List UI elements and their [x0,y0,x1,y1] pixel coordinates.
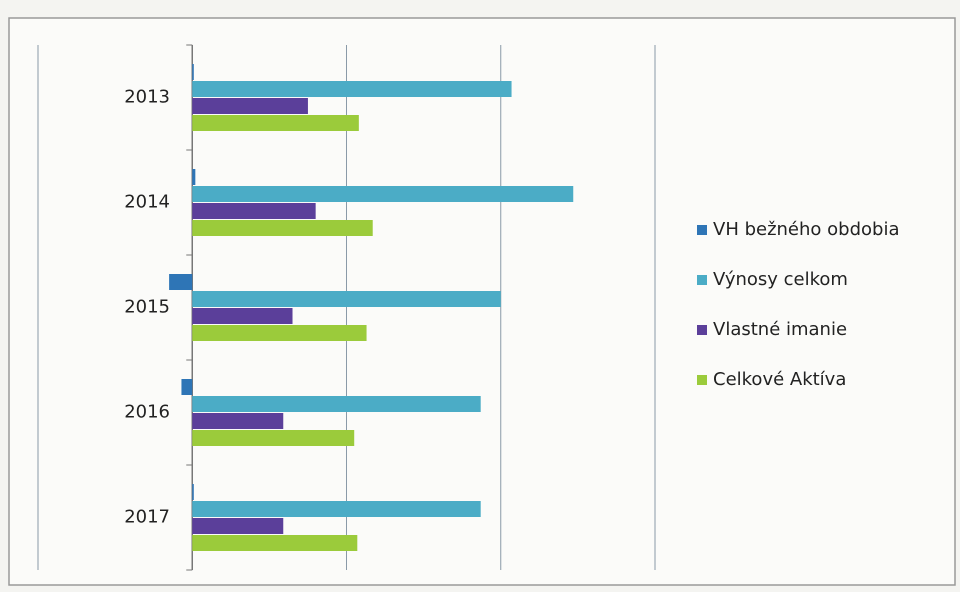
legend-swatch [697,325,707,335]
legend-swatch [697,275,707,285]
bar [181,379,193,395]
bar [192,81,512,97]
bar [192,518,284,534]
bar [192,430,355,446]
y-tick-label: 2017 [124,507,170,528]
bar [192,325,367,341]
bar [192,203,316,219]
legend-swatch [697,225,707,235]
y-tick-label: 2014 [124,192,170,213]
bar [192,501,481,517]
y-tick-label: 2016 [124,402,170,423]
legend-swatch [697,375,707,385]
legend-label: VH bežného obdobia [713,219,899,240]
legend-label: Celkové Aktíva [713,369,846,390]
bar [192,220,373,236]
bar [192,308,293,324]
bar [192,64,194,80]
bar [192,115,359,131]
y-tick-label: 2013 [124,87,170,108]
bar [192,98,308,114]
bar [192,396,481,412]
bar [192,535,358,551]
legend-label: Vlastné imanie [713,319,847,340]
bar [192,413,284,429]
bar [169,274,193,290]
y-tick-label: 2015 [124,297,170,318]
bar [192,484,194,500]
bar [192,169,196,185]
bar [192,186,574,202]
bar [192,291,501,307]
legend-label: Výnosy celkom [713,269,848,290]
